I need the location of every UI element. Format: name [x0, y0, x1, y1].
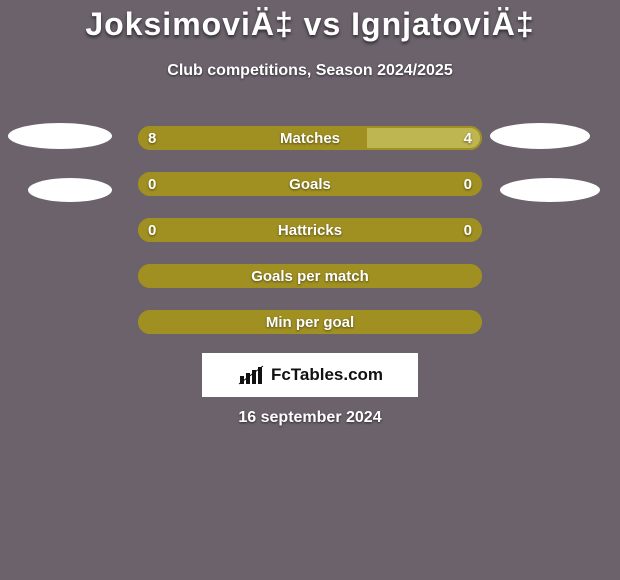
- page-subtitle: Club competitions, Season 2024/2025: [0, 62, 620, 80]
- comparison-row: Matches8 4: [138, 126, 482, 150]
- row-value-left: 0: [148, 218, 156, 242]
- row-value-right: 4: [464, 126, 472, 150]
- row-label: Min per goal: [138, 310, 482, 334]
- comparison-canvas: JoksimoviÄ‡ vs IgnjatoviÄ‡ Club competit…: [0, 0, 620, 580]
- comparison-row: Goals per match: [138, 264, 482, 288]
- flank-ellipse-left-row0: [8, 123, 112, 149]
- comparison-row: Goals0 0: [138, 172, 482, 196]
- row-value-left: 0: [148, 172, 156, 196]
- bars-icon: [237, 364, 265, 386]
- row-label: Goals: [138, 172, 482, 196]
- page-title: JoksimoviÄ‡ vs IgnjatoviÄ‡: [0, 6, 620, 43]
- comparison-row: Min per goal: [138, 310, 482, 334]
- comparison-row: Hattricks0 0: [138, 218, 482, 242]
- logo-text: FcTables.com: [271, 365, 383, 385]
- row-value-right: 0: [464, 218, 472, 242]
- logo-box: FcTables.com: [202, 353, 418, 397]
- row-label: Hattricks: [138, 218, 482, 242]
- row-label: Goals per match: [138, 264, 482, 288]
- date-line: 16 september 2024: [0, 409, 620, 427]
- row-value-right: 0: [464, 172, 472, 196]
- flank-ellipse-left-row1: [28, 178, 112, 202]
- flank-ellipse-right-row1: [500, 178, 600, 202]
- row-label: Matches: [138, 126, 482, 150]
- row-value-left: 8: [148, 126, 156, 150]
- flank-ellipse-right-row0: [490, 123, 590, 149]
